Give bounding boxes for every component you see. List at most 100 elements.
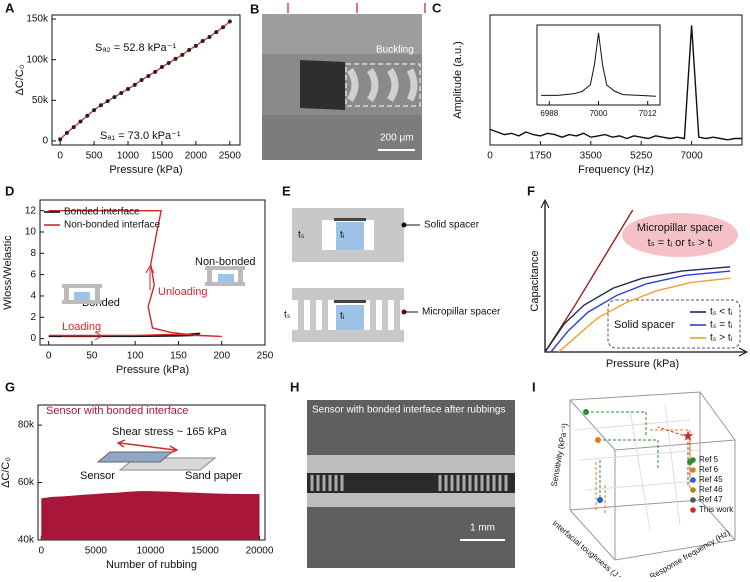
annotation: Unloading <box>158 286 208 298</box>
y-axis-title: ΔC/C₀ <box>14 65 26 96</box>
x-tick-label: 3500 <box>580 151 603 162</box>
x-tick-label: 1500 <box>151 151 174 162</box>
y-tick-label: 0 <box>30 333 36 344</box>
panel-label: A <box>5 0 15 15</box>
marker <box>85 113 90 118</box>
legend-label: tₛ < tᵢ <box>710 307 733 318</box>
marker <box>64 130 69 135</box>
marker <box>132 82 137 87</box>
marker <box>126 86 131 91</box>
highlight-box <box>345 63 421 107</box>
annotation: Sₐ₂ = 52.8 kPa⁻¹ <box>95 42 176 54</box>
sem-layer <box>307 493 515 507</box>
line <box>541 32 656 97</box>
line <box>550 270 731 353</box>
marker <box>221 25 226 30</box>
axis-arrow <box>540 198 749 357</box>
pillar <box>310 475 508 491</box>
marker <box>78 119 83 124</box>
legend-marker <box>690 507 696 513</box>
annotation: Micropillar spacer <box>422 307 501 318</box>
x-tick-label: 50 <box>86 351 98 362</box>
annotation: tₛ = tᵢ or tₛ > tᵢ <box>648 237 713 249</box>
marker <box>200 39 205 43</box>
star-icon: ★ <box>682 428 695 444</box>
annotation: Loading <box>62 321 101 333</box>
panel-label: D <box>5 183 14 198</box>
spacer <box>374 220 404 250</box>
legend-label: This work <box>699 505 734 514</box>
marker <box>92 108 97 113</box>
line <box>558 277 731 353</box>
marker <box>146 73 151 78</box>
plot-frame <box>536 24 661 106</box>
device-icon <box>218 274 234 282</box>
annotation: Micropillar spacer <box>637 222 724 234</box>
x-tick-label: 7012 <box>639 109 657 118</box>
sem-region <box>262 115 422 160</box>
marker <box>187 47 192 52</box>
projection <box>595 429 691 515</box>
axis-label: Sensitivity (kPa⁻¹) <box>550 422 570 487</box>
legend-box <box>607 299 741 349</box>
legend-marker <box>690 487 696 493</box>
marker <box>105 99 110 104</box>
point-icon <box>595 437 601 443</box>
dielectric <box>336 222 364 250</box>
y-tick-label: 6 <box>30 269 36 280</box>
x-tick-label: 100 <box>127 351 144 362</box>
x-tick-label: 0 <box>57 151 63 162</box>
projection <box>586 411 691 500</box>
panel-label: I <box>532 379 536 394</box>
marker <box>214 30 219 35</box>
x-tick-label: 5250 <box>630 151 653 162</box>
x-axis-title: Pressure (kPa) <box>116 364 189 376</box>
panel-h: H Sensor with bonded interface after rub… <box>290 379 515 568</box>
panel-label: H <box>290 379 299 394</box>
x-tick-label: 5000 <box>85 546 108 557</box>
y-tick-label: 80k <box>18 420 35 431</box>
micropillars <box>298 300 400 330</box>
x-axis-title: Pressure (kPa) <box>109 164 182 176</box>
legend-label: Ref 47 <box>699 495 723 504</box>
cavity <box>300 60 345 110</box>
marker <box>207 34 212 39</box>
x-tick-label: 200 <box>213 351 230 362</box>
device-icon <box>74 292 90 300</box>
marker <box>58 137 63 142</box>
x-tick-label: 0 <box>487 151 493 162</box>
scale-label: 1 mm <box>470 523 495 534</box>
marker <box>119 91 124 95</box>
y-tick-label: 50k <box>32 95 49 106</box>
x-tick-label: 7000 <box>590 109 608 118</box>
y-axis-title: Capacitance <box>529 250 541 311</box>
arrow <box>287 3 426 13</box>
annotation: Buckling <box>376 45 414 56</box>
y-tick-label: 2 <box>30 312 36 323</box>
panel-label: E <box>282 183 291 198</box>
y-axis-title: ΔC/C₀ <box>0 457 12 488</box>
legend-label: Ref 6 <box>699 465 719 474</box>
legend-label: tₛ > tᵢ <box>710 333 733 344</box>
legend-label: Ref 45 <box>699 475 723 484</box>
device-icon <box>96 451 174 463</box>
ti-label: tᵢ <box>340 311 345 322</box>
line <box>48 332 201 338</box>
y-tick-label: 8 <box>30 248 36 259</box>
marker <box>159 65 164 69</box>
axis-label: Interfacial toughness (J m⁻²) <box>551 519 635 577</box>
x-axis-title: Pressure (kPa) <box>606 358 679 370</box>
sem-layer <box>307 455 515 473</box>
electrode <box>334 300 366 303</box>
panel-label: G <box>5 379 15 394</box>
annotation: Solid spacer <box>424 220 480 231</box>
scale-label: 200 μm <box>380 133 414 144</box>
legend-marker <box>690 457 696 463</box>
buckled-pillars <box>346 68 418 102</box>
panel-b: B Buckling 200 μm <box>250 1 426 160</box>
point-icon <box>583 409 589 415</box>
x-tick-label: 500 <box>86 151 103 162</box>
line <box>489 25 742 141</box>
